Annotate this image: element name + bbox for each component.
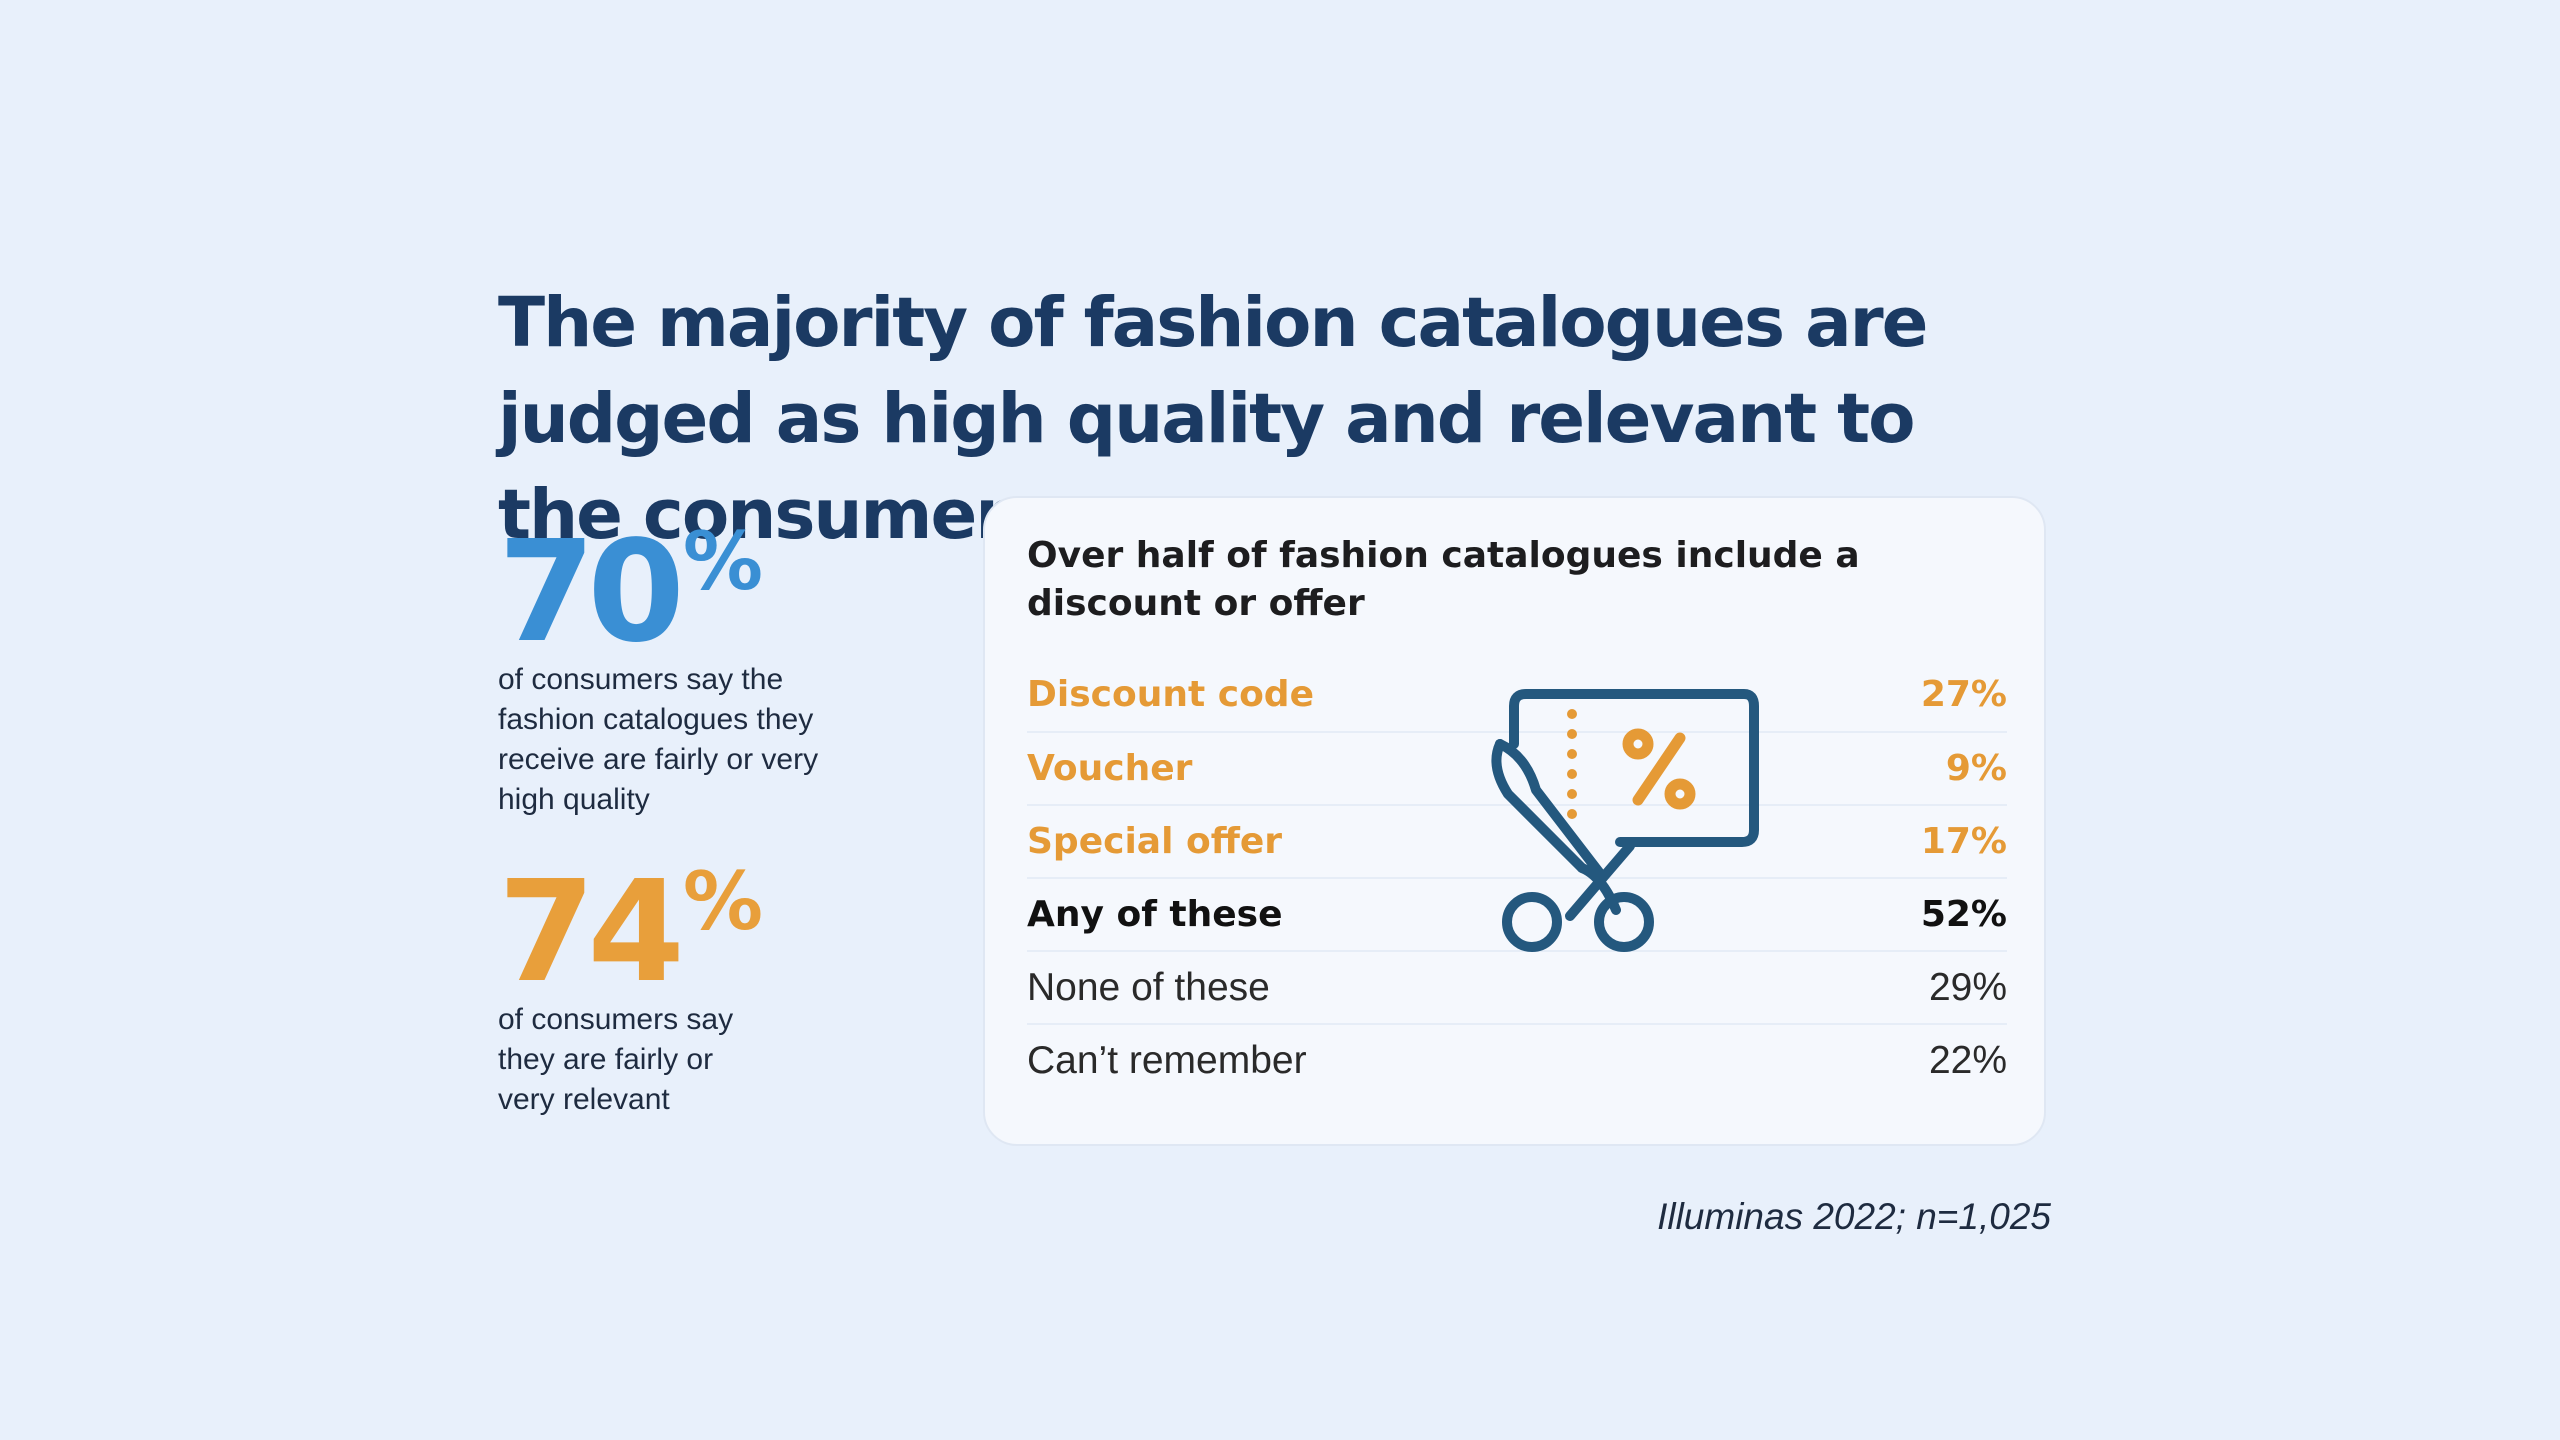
row-label: Discount code (1027, 674, 1314, 715)
table-row: Special offer 17% (1027, 804, 2007, 877)
stat-quality-unit: % (682, 515, 763, 608)
stat-relevance-caption: of consumers say they are fairly or very… (498, 1003, 734, 1116)
row-value: 22% (1928, 1038, 2007, 1082)
stat-quality: 70 % of consumers say the fashion catalo… (498, 511, 858, 820)
row-value: 9% (1945, 748, 2007, 789)
scissors-coupon-icon (1491, 689, 1759, 952)
stat-quality-value: 70 (498, 511, 685, 674)
coupon-outline (1491, 689, 1759, 952)
offers-table: Discount code 27% Voucher 9% Special offer 17… (1027, 658, 2007, 1096)
stat-relevance: 74 % of consumers say they are fairly or… (498, 851, 858, 1120)
offers-panel-title: Over half of fashion catalogues include … (1027, 535, 1860, 624)
row-label: Voucher (1027, 748, 1193, 789)
stat-quality-caption: of consumers say the fashion catalogues … (498, 663, 819, 816)
stat-relevance-value: 74 (498, 851, 685, 1014)
row-label: Special offer (1027, 821, 1283, 862)
row-label: Can’t remember (1027, 1038, 1307, 1082)
row-label: Any of these (1027, 894, 1283, 935)
row-label: None of these (1027, 965, 1270, 1009)
table-row: Any of these 52% (1027, 877, 2007, 950)
page-title: The majority of fashion catalogues are j… (498, 283, 1928, 555)
row-value: 29% (1928, 965, 2007, 1009)
row-value: 52% (1920, 894, 2007, 935)
row-value: 17% (1920, 821, 2007, 862)
row-value: 27% (1920, 674, 2007, 715)
perforation-dots (1567, 709, 1577, 819)
table-row: None of these 29% (1027, 950, 2007, 1023)
table-row: Can’t remember 22% (1027, 1023, 2007, 1096)
stat-relevance-unit: % (682, 855, 763, 948)
source-note: Illuminas 2022; n=1,025 (1657, 1196, 2051, 1237)
percent-glyph (1622, 728, 1696, 810)
stat-quality-figure: 70 % (498, 511, 858, 674)
table-row: Discount code 27% (1027, 658, 2007, 731)
stat-relevance-figure: 74 % (498, 851, 858, 1014)
offers-panel: Over half of fashion catalogues include … (983, 496, 2046, 1146)
